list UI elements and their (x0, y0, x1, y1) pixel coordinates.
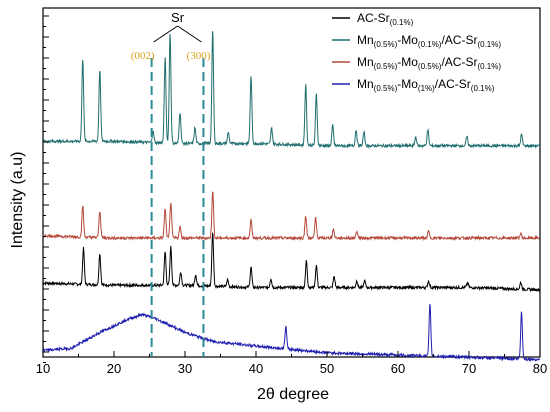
series-line-2 (42, 191, 540, 242)
ticks-layer: 10 20 30 40 50 60 70 80 (36, 15, 547, 376)
annotation-layer: (002) (300) Sr (131, 10, 211, 357)
x-tick-label: 80 (533, 361, 547, 376)
series-layer (42, 31, 541, 363)
legend: AC-Sr(0.1%) Mn(0.5%)-Mo(0.1%)/AC-Sr(0.1%)… (332, 11, 501, 93)
x-tick-label: 50 (320, 361, 334, 376)
x-tick-label: 30 (178, 361, 192, 376)
series-line-3 (42, 303, 541, 363)
x-tick-label: 20 (107, 361, 121, 376)
x-tick-label: 60 (391, 361, 405, 376)
x-tick-label: 40 (249, 361, 263, 376)
peak-label: (300) (187, 50, 211, 62)
legend-entry-3: Mn(0.5%)-Mo(1%)/AC-Sr(0.1%) (357, 77, 495, 93)
series-line-1 (42, 31, 541, 150)
legend-entry-1: Mn(0.5%)-Mo(0.1%)/AC-Sr(0.1%) (357, 33, 501, 49)
legend-entry-0: AC-Sr(0.1%) (357, 11, 414, 27)
y-axis-title: Intensity (a.u) (9, 152, 26, 249)
peak-label: (002) (131, 50, 155, 62)
sr-arrow-right (177, 25, 202, 43)
x-tick-label: 10 (36, 361, 50, 376)
sr-label: Sr (171, 10, 185, 25)
legend-entry-2: Mn(0.5%)-Mo(0.5%)/AC-Sr(0.1%) (357, 55, 501, 71)
x-tick-label: 70 (462, 361, 476, 376)
sr-arrow-left (153, 25, 178, 43)
x-axis-title: 2θ degree (257, 386, 329, 403)
series-line-0 (42, 231, 541, 293)
